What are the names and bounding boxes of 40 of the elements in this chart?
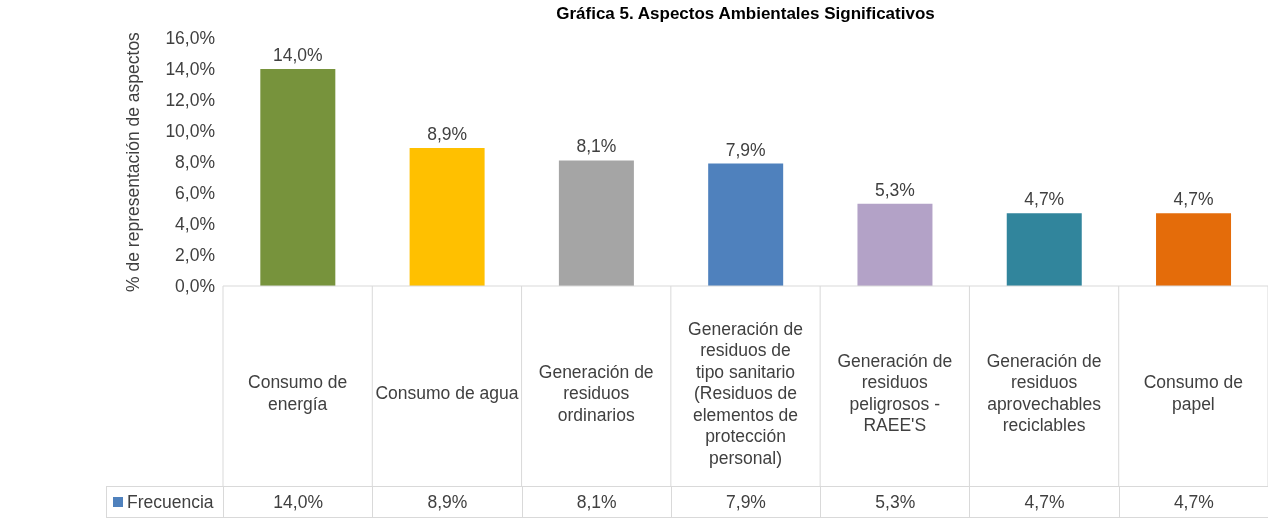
legend-label: Frecuencia (127, 491, 214, 513)
text: 7,9% (725, 139, 766, 160)
bar (1156, 213, 1232, 286)
text: 5,3% (875, 179, 915, 200)
x-tick-label: Consumo de energía (248, 371, 348, 414)
y-tick-label: 14,0% (165, 59, 215, 80)
text: 4,7% (1173, 189, 1214, 210)
y-tick-label: 8,0% (175, 152, 215, 173)
x-tick-label: Generación de residuos aprovechables reciclables (986, 350, 1102, 435)
text: 8,1% (576, 136, 617, 157)
y-tick-label: 10,0% (165, 121, 215, 142)
x-tick-label: Consumo de agua (375, 382, 519, 403)
data-label: 4,7% (969, 487, 1119, 517)
bar (558, 160, 634, 286)
chart-title: Gráfica 5. Aspectos Ambientales Significativos (555, 4, 936, 24)
data-label: 4,7% (1118, 487, 1268, 517)
y-tick-label: 16,0% (165, 28, 215, 49)
y-tick-label: 12,0% (165, 90, 215, 111)
y-tick-label: 0,0% (175, 276, 215, 297)
text: 8,9% (427, 124, 468, 145)
y-axis-title: % de representación de aspectos (123, 31, 144, 292)
bar (857, 203, 933, 286)
bar (260, 69, 336, 286)
bar (1006, 213, 1082, 286)
text: 4,7% (1024, 189, 1065, 210)
text: 14,0% (273, 45, 323, 65)
x-tick-label: Consumo de papel (1143, 371, 1243, 414)
bar (708, 163, 784, 286)
y-tick-label: 2,0% (175, 245, 215, 266)
x-tick-label: Generación de residuos de tipo sanitario (Residuos de elementos de protección personal) (688, 318, 803, 468)
y-tick-label: 6,0% (175, 183, 215, 204)
data-label: 8,1% (521, 487, 671, 517)
x-tick-label: Generación de residuos ordinarios (538, 361, 654, 425)
y-tick-label: 4,0% (175, 214, 215, 235)
bar (409, 148, 485, 286)
data-label: 8,9% (372, 487, 522, 517)
x-tick-label: Generación de residuos peligrosos - RAEE'S (837, 350, 953, 435)
data-label: 7,9% (670, 487, 821, 517)
data-label: 14,0% (223, 487, 373, 517)
data-label: 5,3% (820, 487, 970, 517)
